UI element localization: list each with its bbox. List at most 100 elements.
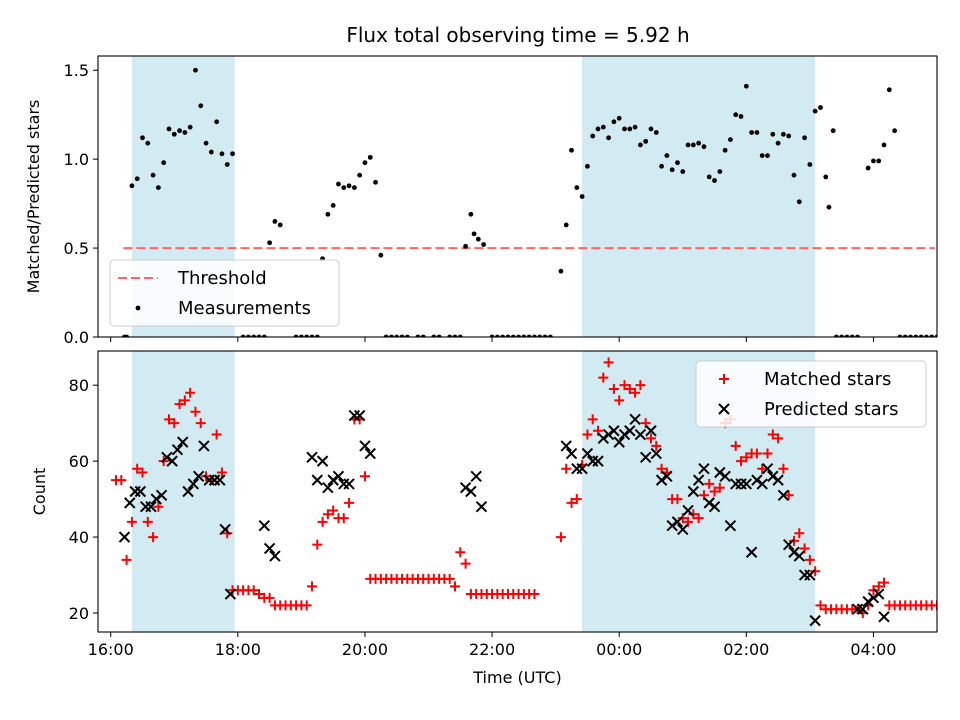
measurement-point: [420, 334, 426, 337]
measurement-point: [823, 174, 829, 180]
measurement-point: [378, 252, 384, 258]
x-tick-label: 02:00: [723, 640, 769, 659]
predicted-star-point: [703, 497, 715, 509]
y-tick-label: 0.5: [64, 239, 89, 258]
measurement-point: [510, 334, 516, 337]
measurement-point: [839, 334, 845, 337]
predicted-star-point: [364, 447, 376, 460]
matched-star-point: [185, 387, 196, 398]
predicted-star-point: [666, 519, 678, 532]
predicted-star-point: [359, 440, 371, 452]
predicted-star-point: [740, 478, 753, 490]
measurement-point: [653, 130, 659, 135]
x-tick-label: 22:00: [469, 640, 515, 659]
measurement-point: [134, 176, 140, 182]
matched-star-point: [571, 494, 582, 505]
legend-predicted-swatch: [718, 403, 730, 415]
measurement-point: [855, 334, 860, 337]
measurement-point: [871, 158, 876, 164]
measurement-point: [865, 165, 871, 171]
measurement-point: [219, 151, 225, 157]
matched-star-point: [635, 380, 646, 391]
measurement-point: [722, 147, 728, 153]
matched-star-point: [455, 547, 466, 558]
measurement-point: [685, 142, 691, 148]
predicted-star-point: [263, 542, 276, 555]
legend-measurement-swatch: [135, 305, 141, 311]
measurement-point: [791, 172, 797, 178]
measurement-point: [471, 231, 477, 237]
measurement-point: [341, 185, 347, 191]
measurement-point: [452, 334, 458, 337]
measurement-point: [712, 178, 717, 183]
predicted-star-point: [745, 546, 758, 558]
measurement-point: [812, 108, 818, 114]
predicted-star-point: [661, 470, 673, 483]
measurement-point: [876, 158, 882, 164]
matched-star-point: [126, 516, 137, 527]
measurement-point: [743, 83, 749, 89]
predicted-star-point: [809, 614, 821, 627]
matched-star-point: [762, 448, 773, 459]
predicted-star-point: [788, 546, 800, 558]
measurement-point: [918, 334, 924, 337]
measurement-point: [892, 128, 898, 134]
predicted-star-point: [150, 493, 162, 505]
measurement-point: [818, 105, 823, 110]
matched-star-point: [751, 448, 762, 459]
axes-frame: [97, 55, 938, 338]
x-tick-label: 04:00: [850, 640, 896, 659]
predicted-star-point: [118, 531, 131, 543]
measurement-point: [706, 174, 712, 180]
matched-star-point: [714, 482, 725, 493]
measurement-point: [796, 199, 802, 205]
predicted-star-point: [867, 592, 880, 604]
matched-star-point: [301, 600, 312, 611]
measurement-point: [383, 334, 389, 337]
measurement-point: [786, 133, 792, 139]
measurement-point: [669, 167, 675, 173]
measurement-point: [537, 334, 543, 337]
predicted-star-point: [353, 409, 366, 422]
measurement-point: [833, 334, 839, 337]
y-tick-label: 1.0: [64, 150, 89, 169]
measurement-point: [330, 202, 336, 208]
predicted-star-point: [634, 428, 647, 441]
measurement-point: [680, 169, 686, 175]
legend: Threshold Measurements: [109, 259, 340, 327]
matched-star-point: [179, 395, 190, 406]
matched-star-point: [344, 497, 355, 508]
measurement-point: [807, 162, 813, 167]
predicted-star-point: [682, 504, 694, 517]
matched-star-point: [614, 395, 625, 406]
matched-star-point: [190, 406, 201, 417]
measurement-point: [563, 222, 569, 228]
matched-star-point: [264, 592, 275, 603]
measurement-point: [701, 144, 707, 150]
measurement-point: [399, 334, 405, 337]
measurement-point: [415, 334, 421, 337]
matched-star-point: [174, 399, 185, 410]
predicted-star-point: [692, 474, 705, 486]
predicted-star-point: [187, 478, 200, 490]
matched-star-point: [873, 581, 884, 592]
matched-star-point: [767, 429, 778, 440]
measurement-point: [558, 268, 564, 274]
predicted-star-point: [655, 474, 668, 486]
measurement-point: [526, 334, 532, 337]
predicted-star-point: [560, 440, 572, 452]
measurement-point: [198, 103, 204, 109]
observing-window-shade: [131, 351, 235, 632]
predicted-star-point: [465, 485, 477, 498]
matched-star-point: [587, 414, 598, 425]
legend-matched-swatch: [719, 374, 729, 384]
y-axis-label: Matched/Predicted stars: [24, 100, 43, 294]
predicted-star-point: [772, 474, 784, 486]
predicted-star-point: [459, 481, 472, 494]
predicted-star-point: [873, 588, 885, 600]
measurement-point: [267, 240, 273, 246]
measurement-point: [351, 185, 357, 191]
measurement-point: [389, 334, 394, 337]
predicted-star-point: [756, 478, 768, 490]
